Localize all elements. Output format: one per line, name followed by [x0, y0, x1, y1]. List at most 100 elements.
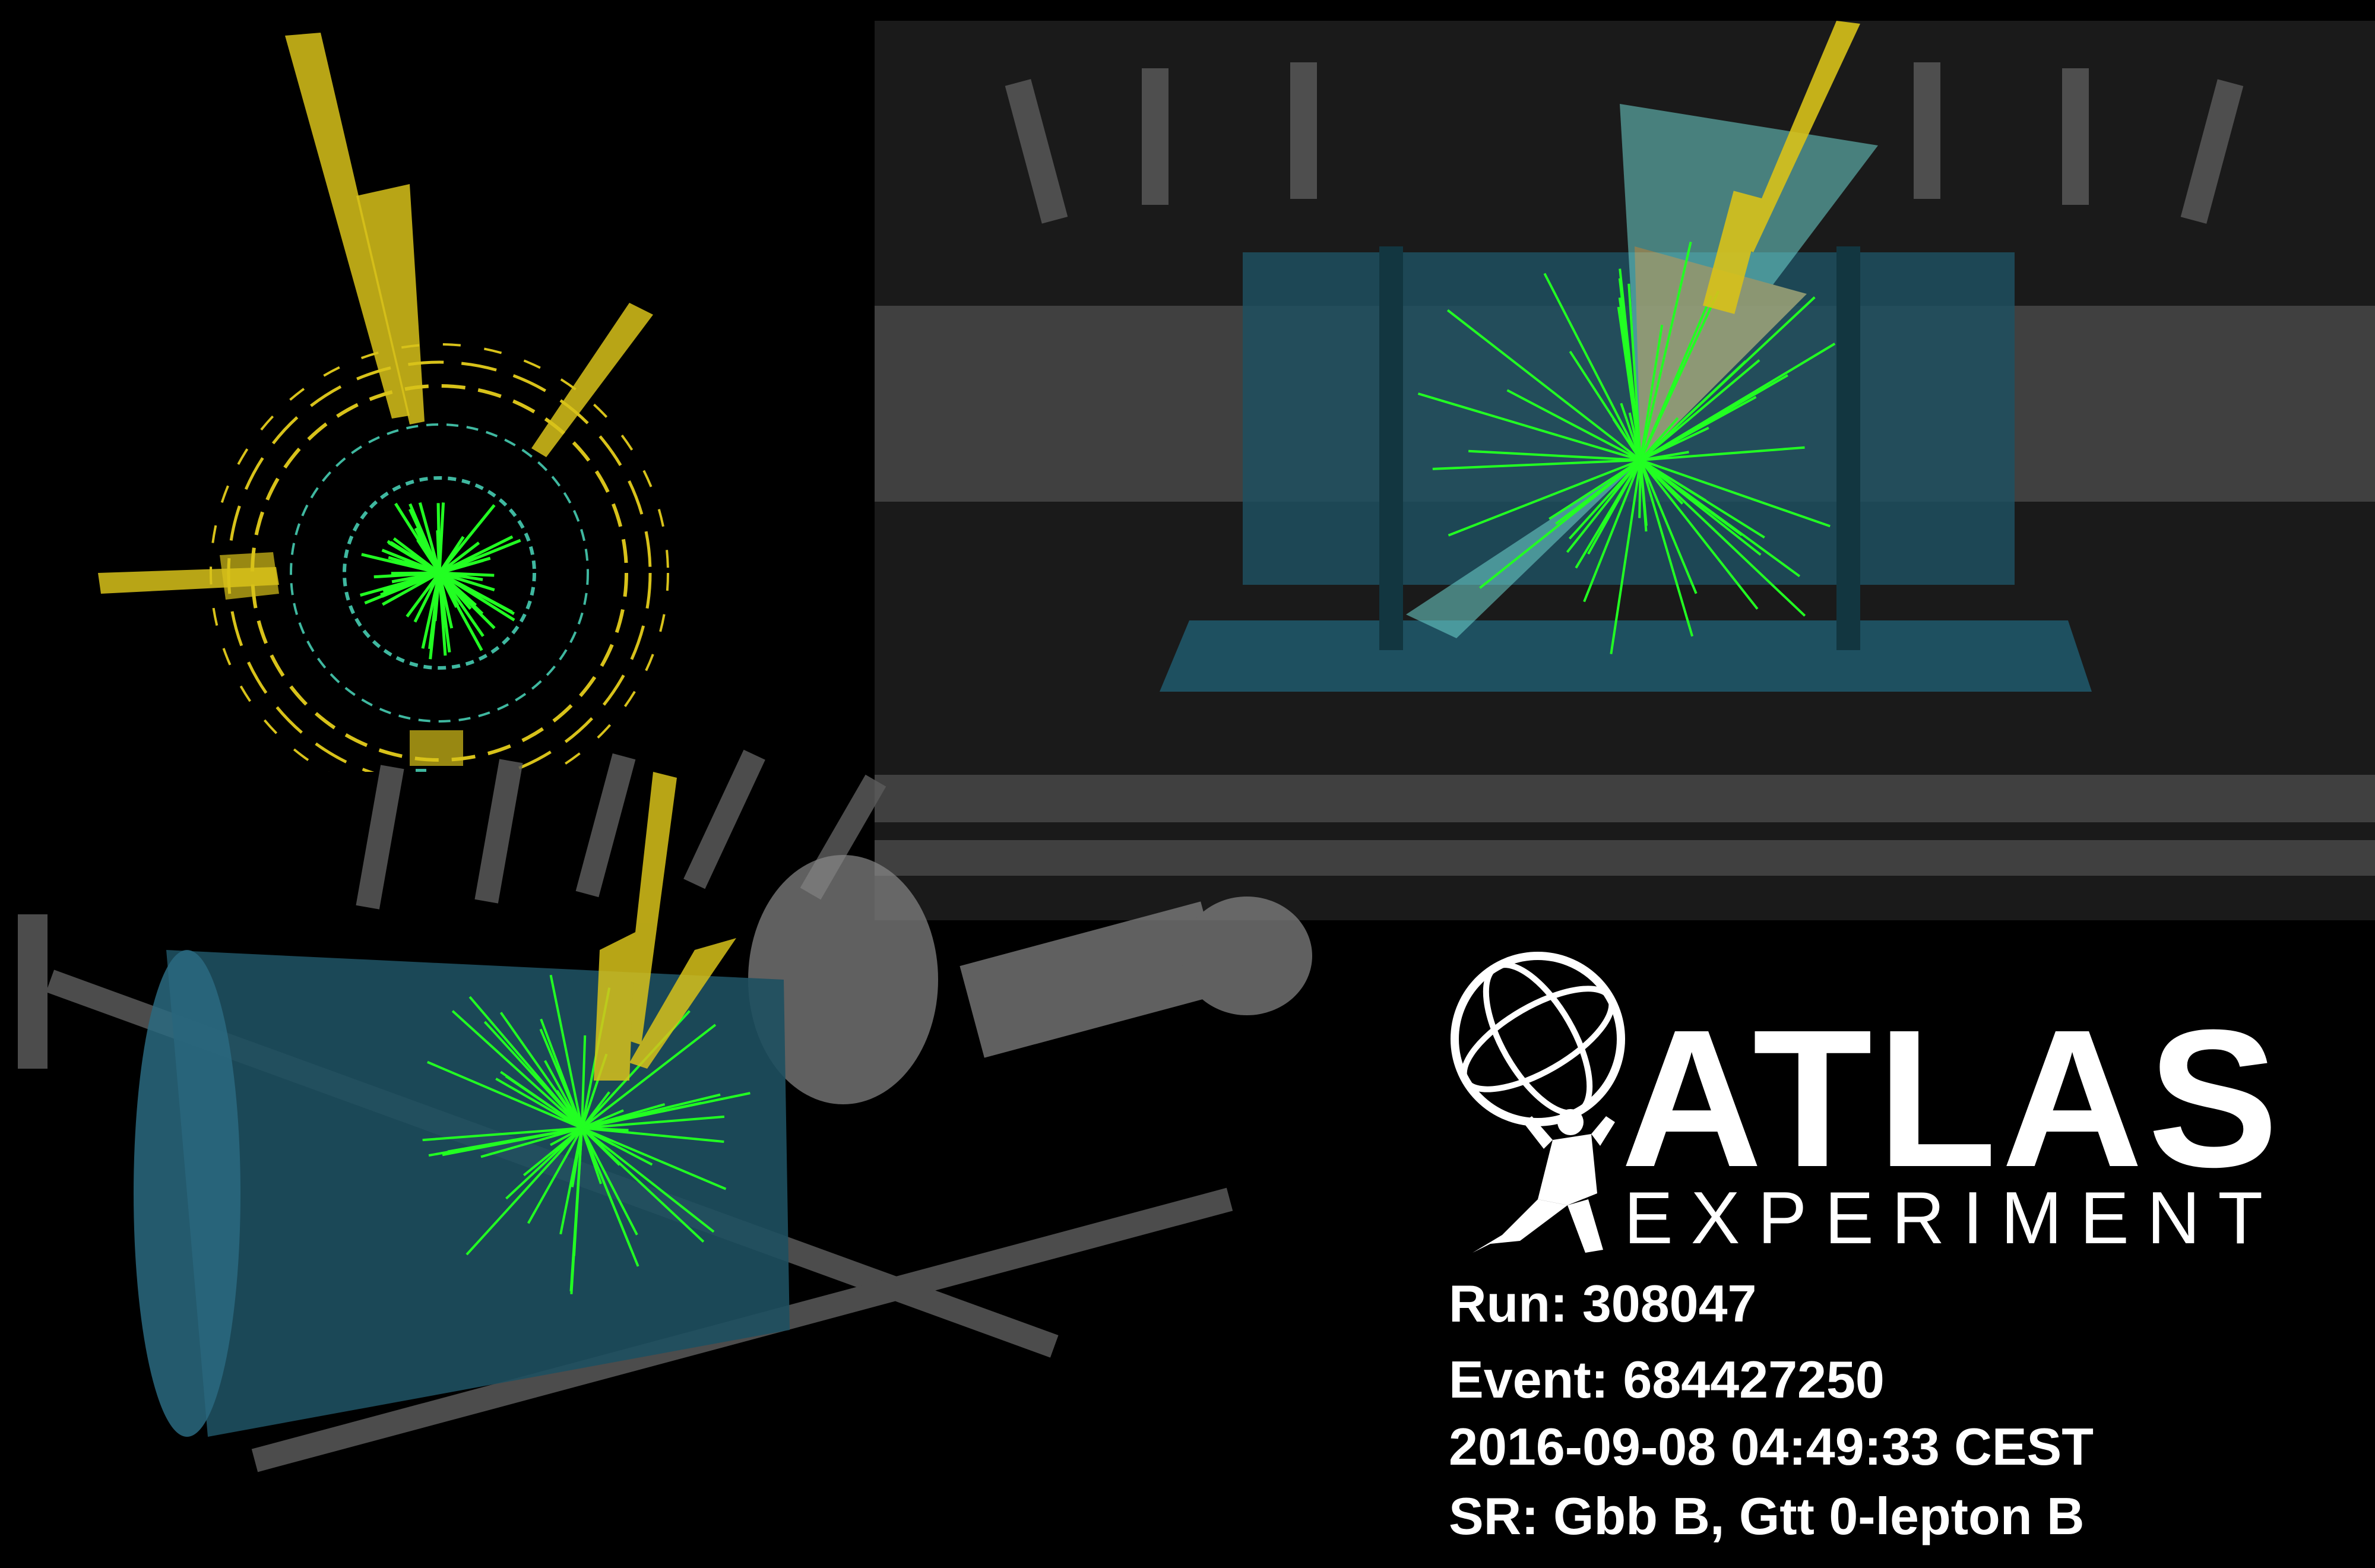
track-line	[1566, 459, 1642, 553]
track-line	[1610, 460, 1642, 654]
track-line	[1446, 309, 1642, 461]
track-line	[1506, 389, 1641, 461]
track-line	[1432, 459, 1641, 470]
track-line	[527, 1127, 583, 1224]
track-line	[499, 1012, 583, 1129]
track-line	[408, 503, 441, 574]
logo-subtitle: EXPERIMENT	[1624, 1177, 2281, 1259]
track-line	[581, 1092, 750, 1129]
iso-endcap-beampipe	[748, 855, 1312, 1104]
track-line	[1639, 459, 1806, 617]
atlas-logo: ATLAS EXPERIMENT	[1449, 944, 2278, 1276]
track-line	[422, 1127, 582, 1142]
track-line	[572, 1127, 583, 1256]
track-line	[438, 535, 514, 575]
track-line	[1639, 242, 1692, 461]
event-datetime: 2016-09-08 04:49:33 CEST	[1449, 1417, 2094, 1476]
track-line	[581, 1127, 715, 1233]
isometric-tracks	[422, 974, 750, 1294]
track-line	[418, 502, 441, 574]
track-line	[1640, 446, 1805, 461]
track-line	[1575, 459, 1642, 569]
track-line	[1583, 460, 1642, 603]
side-view-tracks	[1417, 242, 1836, 654]
energy-towers	[98, 33, 653, 772]
track-line	[581, 1127, 602, 1184]
track-line	[1639, 460, 1648, 532]
track-line	[1627, 283, 1642, 461]
iso-energy-towers	[594, 772, 736, 1081]
track-line	[1548, 459, 1642, 520]
track-line	[581, 1127, 727, 1190]
track-line	[413, 572, 441, 623]
track-line	[428, 1127, 582, 1157]
track-line	[1417, 392, 1641, 461]
track-line	[1554, 459, 1642, 525]
track-line	[1619, 268, 1642, 461]
track-line	[438, 536, 465, 574]
side-view-event-display	[875, 21, 2375, 920]
end-view-event-display	[0, 0, 867, 772]
isometric-event-display	[0, 736, 1342, 1568]
track-line	[1639, 295, 1712, 461]
track-line	[439, 571, 483, 581]
track-line	[394, 502, 441, 574]
track-line	[581, 1127, 638, 1236]
track-line	[406, 572, 441, 617]
track-line	[1639, 324, 1664, 461]
track-line	[539, 1028, 583, 1129]
track-line	[544, 1060, 583, 1129]
track-line	[1639, 359, 1760, 461]
track-line	[1639, 459, 1684, 505]
track-line	[468, 996, 583, 1129]
track-line	[438, 571, 473, 593]
side-energy-towers	[1703, 21, 1860, 314]
track-line	[427, 1060, 582, 1129]
track-line	[495, 1078, 582, 1129]
track-line	[1640, 459, 1831, 528]
track-line	[480, 1127, 582, 1158]
track-line	[438, 572, 460, 607]
iso-barrel	[134, 950, 790, 1437]
track-line	[429, 572, 441, 660]
track-line	[1639, 460, 1698, 594]
track-line	[360, 571, 440, 597]
track-line	[581, 1024, 717, 1129]
track-line	[581, 1035, 587, 1129]
track-line	[1448, 459, 1641, 537]
track-line	[439, 556, 491, 575]
barrel-detector	[1160, 246, 2092, 692]
track-line	[549, 974, 583, 1129]
track-line	[1543, 273, 1642, 461]
end-view-tracks	[360, 502, 521, 660]
track-line	[466, 1127, 583, 1256]
track-line	[1639, 459, 1759, 610]
track-line	[438, 572, 496, 629]
track-line	[581, 1127, 705, 1243]
track-line	[438, 572, 451, 652]
track-line	[505, 1127, 583, 1200]
track-line	[581, 1127, 724, 1143]
atlas-figure-icon	[1472, 1109, 1615, 1253]
track-line	[1468, 449, 1641, 461]
track-line	[581, 1127, 639, 1267]
track-line	[387, 540, 441, 575]
globe-icon	[1451, 952, 1625, 1126]
track-line	[451, 1010, 583, 1129]
track-line	[500, 1070, 583, 1129]
track-line	[1568, 459, 1642, 540]
track-line	[1639, 459, 1765, 539]
track-line	[1569, 350, 1642, 461]
event-number: Event: 684427250	[1449, 1350, 1885, 1409]
logo-title: ATLAS	[1621, 989, 2284, 1208]
track-line	[581, 1115, 725, 1129]
track-line	[361, 553, 440, 575]
track-line	[438, 541, 480, 574]
track-line	[1639, 296, 1816, 461]
run-number: Run: 308047	[1449, 1274, 1757, 1333]
signal-region: SR: Gbb B, Gtt 0-lepton B	[1449, 1487, 2085, 1545]
muon-chambers	[1005, 62, 2244, 224]
track-line	[1640, 435, 1684, 461]
track-line	[436, 503, 441, 574]
track-line	[1639, 459, 1743, 536]
